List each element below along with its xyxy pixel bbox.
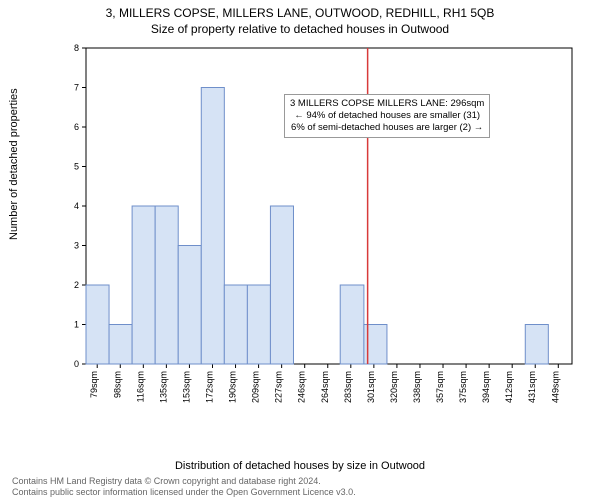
y-axis-label: Number of detached properties	[8, 88, 20, 240]
svg-text:190sqm: 190sqm	[228, 371, 238, 403]
svg-text:209sqm: 209sqm	[251, 371, 261, 403]
svg-text:394sqm: 394sqm	[481, 371, 491, 403]
svg-text:283sqm: 283sqm	[343, 371, 353, 403]
svg-text:5: 5	[74, 162, 79, 172]
svg-text:1: 1	[74, 320, 79, 330]
callout-line-1: 3 MILLERS COPSE MILLERS LANE: 296sqm	[290, 98, 484, 110]
svg-text:3: 3	[74, 241, 79, 251]
title-line-2: Size of property relative to detached ho…	[0, 20, 600, 36]
svg-text:98sqm: 98sqm	[112, 371, 122, 398]
callout-line-3: 6% of semi-detached houses are larger (2…	[290, 122, 484, 134]
svg-text:116sqm: 116sqm	[135, 371, 145, 402]
svg-text:4: 4	[74, 201, 79, 211]
svg-text:375sqm: 375sqm	[458, 371, 468, 403]
x-axis-label: Distribution of detached houses by size …	[0, 460, 600, 472]
svg-text:357sqm: 357sqm	[435, 371, 445, 403]
svg-text:0: 0	[74, 359, 79, 369]
svg-text:153sqm: 153sqm	[181, 371, 191, 403]
svg-text:320sqm: 320sqm	[389, 371, 399, 403]
footnote-1: Contains HM Land Registry data © Crown c…	[12, 476, 321, 486]
svg-text:227sqm: 227sqm	[274, 371, 284, 403]
svg-text:7: 7	[74, 83, 79, 93]
title-line-1: 3, MILLERS COPSE, MILLERS LANE, OUTWOOD,…	[0, 0, 600, 20]
svg-text:2: 2	[74, 280, 79, 290]
callout-box: 3 MILLERS COPSE MILLERS LANE: 296sqm ← 9…	[284, 94, 490, 138]
svg-text:79sqm: 79sqm	[89, 371, 99, 398]
svg-text:301sqm: 301sqm	[366, 371, 376, 403]
svg-text:135sqm: 135sqm	[158, 371, 168, 403]
callout-line-2: ← 94% of detached houses are smaller (31…	[290, 110, 484, 122]
footnote-2: Contains public sector information licen…	[12, 487, 356, 497]
svg-text:264sqm: 264sqm	[320, 371, 330, 403]
svg-text:6: 6	[74, 122, 79, 132]
svg-text:172sqm: 172sqm	[204, 371, 214, 403]
svg-text:8: 8	[74, 44, 79, 53]
svg-text:412sqm: 412sqm	[504, 371, 514, 403]
svg-text:449sqm: 449sqm	[550, 371, 560, 403]
svg-text:431sqm: 431sqm	[527, 371, 537, 403]
chart-area: 0 1 2 3 4 5 6 7 8 79sqm 98sqm 116sqm 135sqm 153sqm 172…	[56, 44, 576, 424]
svg-text:246sqm: 246sqm	[297, 371, 307, 403]
svg-text:338sqm: 338sqm	[412, 371, 422, 403]
